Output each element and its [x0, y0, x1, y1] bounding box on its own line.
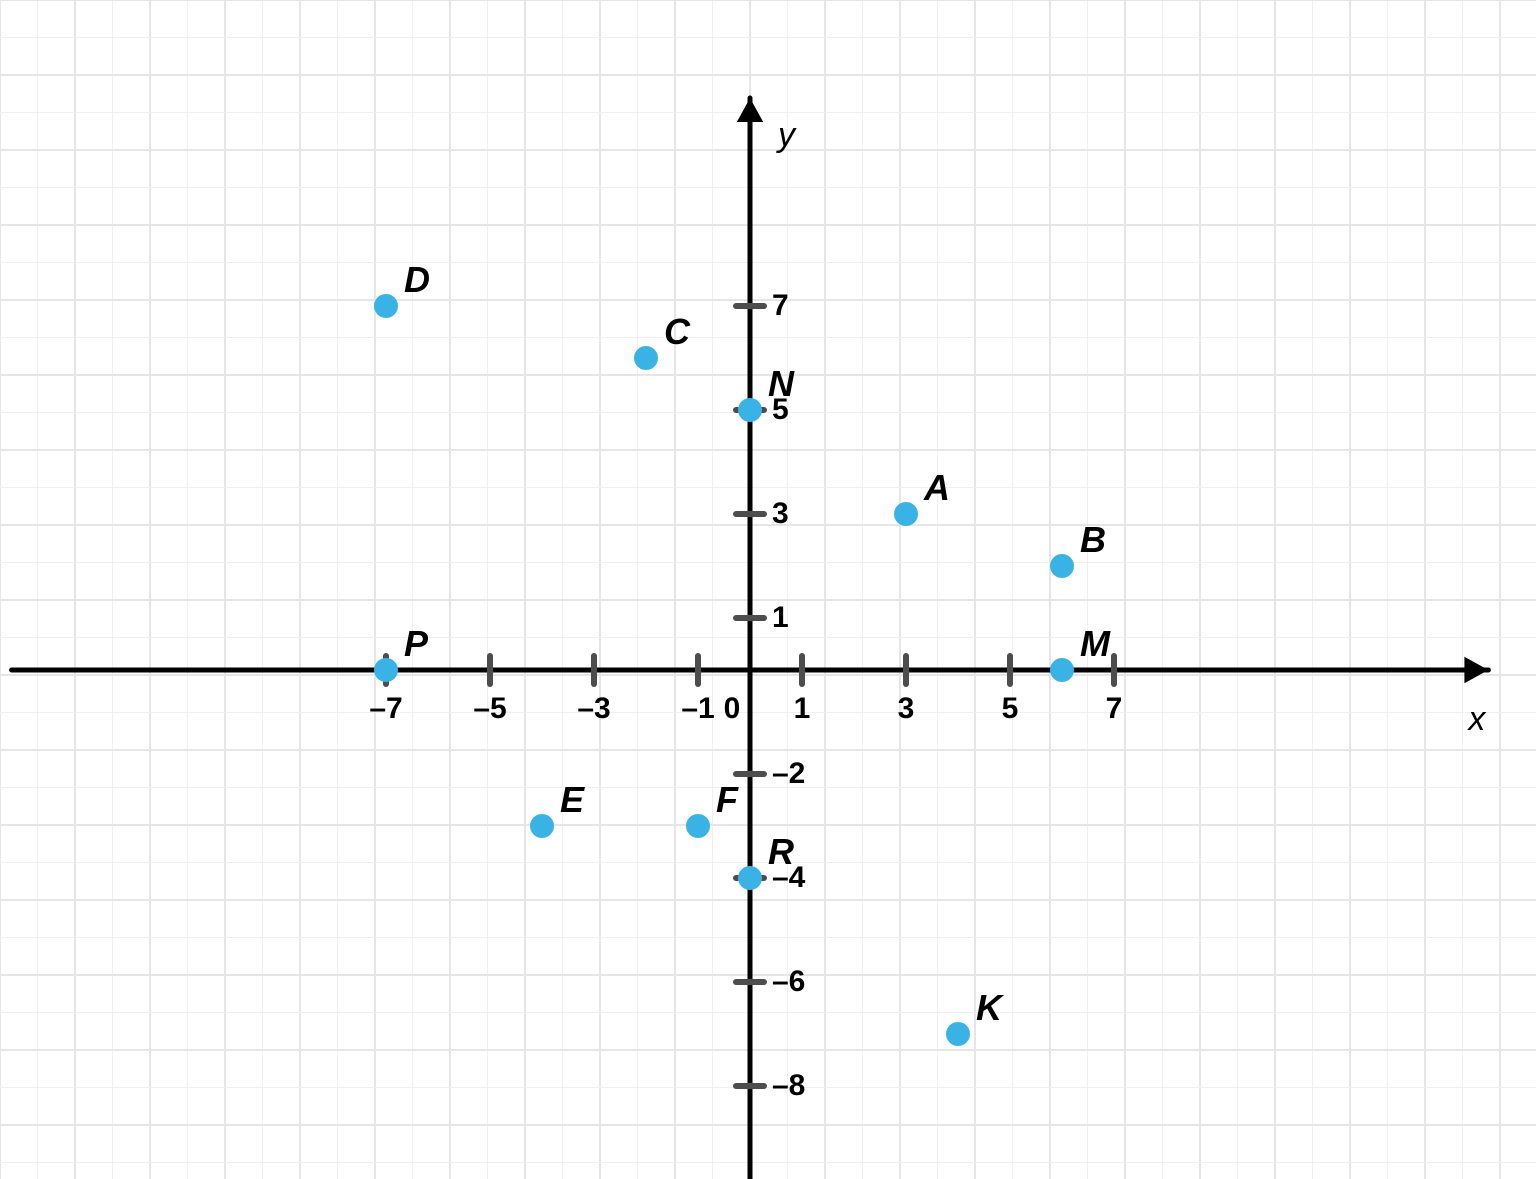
point-label-D: D [404, 259, 430, 301]
point-label-C: C [664, 311, 690, 353]
x-tick-label: 3 [898, 692, 915, 726]
point-C [634, 346, 658, 370]
point-label-B: B [1080, 519, 1106, 561]
y-tick-label: 1 [772, 601, 789, 635]
point-E [530, 814, 554, 838]
point-D [374, 294, 398, 318]
point-K [946, 1022, 970, 1046]
point-P [374, 658, 398, 682]
x-tick-label: –1 [681, 692, 714, 726]
y-axis-label: y [778, 116, 795, 155]
point-A [894, 502, 918, 526]
point-F [686, 814, 710, 838]
origin-label: 0 [724, 692, 741, 726]
point-R [738, 866, 762, 890]
y-tick-label: –2 [772, 757, 805, 791]
y-tick-label: 7 [772, 289, 789, 323]
point-label-R: R [768, 831, 794, 873]
y-tick-label: –6 [772, 965, 805, 999]
point-B [1050, 554, 1074, 578]
y-tick-label: –8 [772, 1069, 805, 1103]
point-M [1050, 658, 1074, 682]
point-label-N: N [768, 363, 794, 405]
point-label-P: P [404, 623, 428, 665]
points-layer [0, 0, 1536, 1179]
point-label-M: M [1080, 623, 1110, 665]
x-tick-label: 5 [1002, 692, 1019, 726]
point-label-K: K [976, 987, 1002, 1029]
x-tick-label: 1 [794, 692, 811, 726]
point-label-F: F [716, 779, 738, 821]
x-axis-label: x [1468, 700, 1485, 739]
x-tick-label: –3 [577, 692, 610, 726]
x-tick-label: –7 [369, 692, 402, 726]
point-label-E: E [560, 779, 584, 821]
x-tick-label: –5 [473, 692, 506, 726]
y-tick-label: 3 [772, 497, 789, 531]
point-N [738, 398, 762, 422]
coordinate-plane-chart: –7–5–3–1135707531–2–4–6–8xyABCDEFKMNPR [0, 0, 1536, 1179]
x-tick-label: 7 [1106, 692, 1123, 726]
point-label-A: A [924, 467, 950, 509]
